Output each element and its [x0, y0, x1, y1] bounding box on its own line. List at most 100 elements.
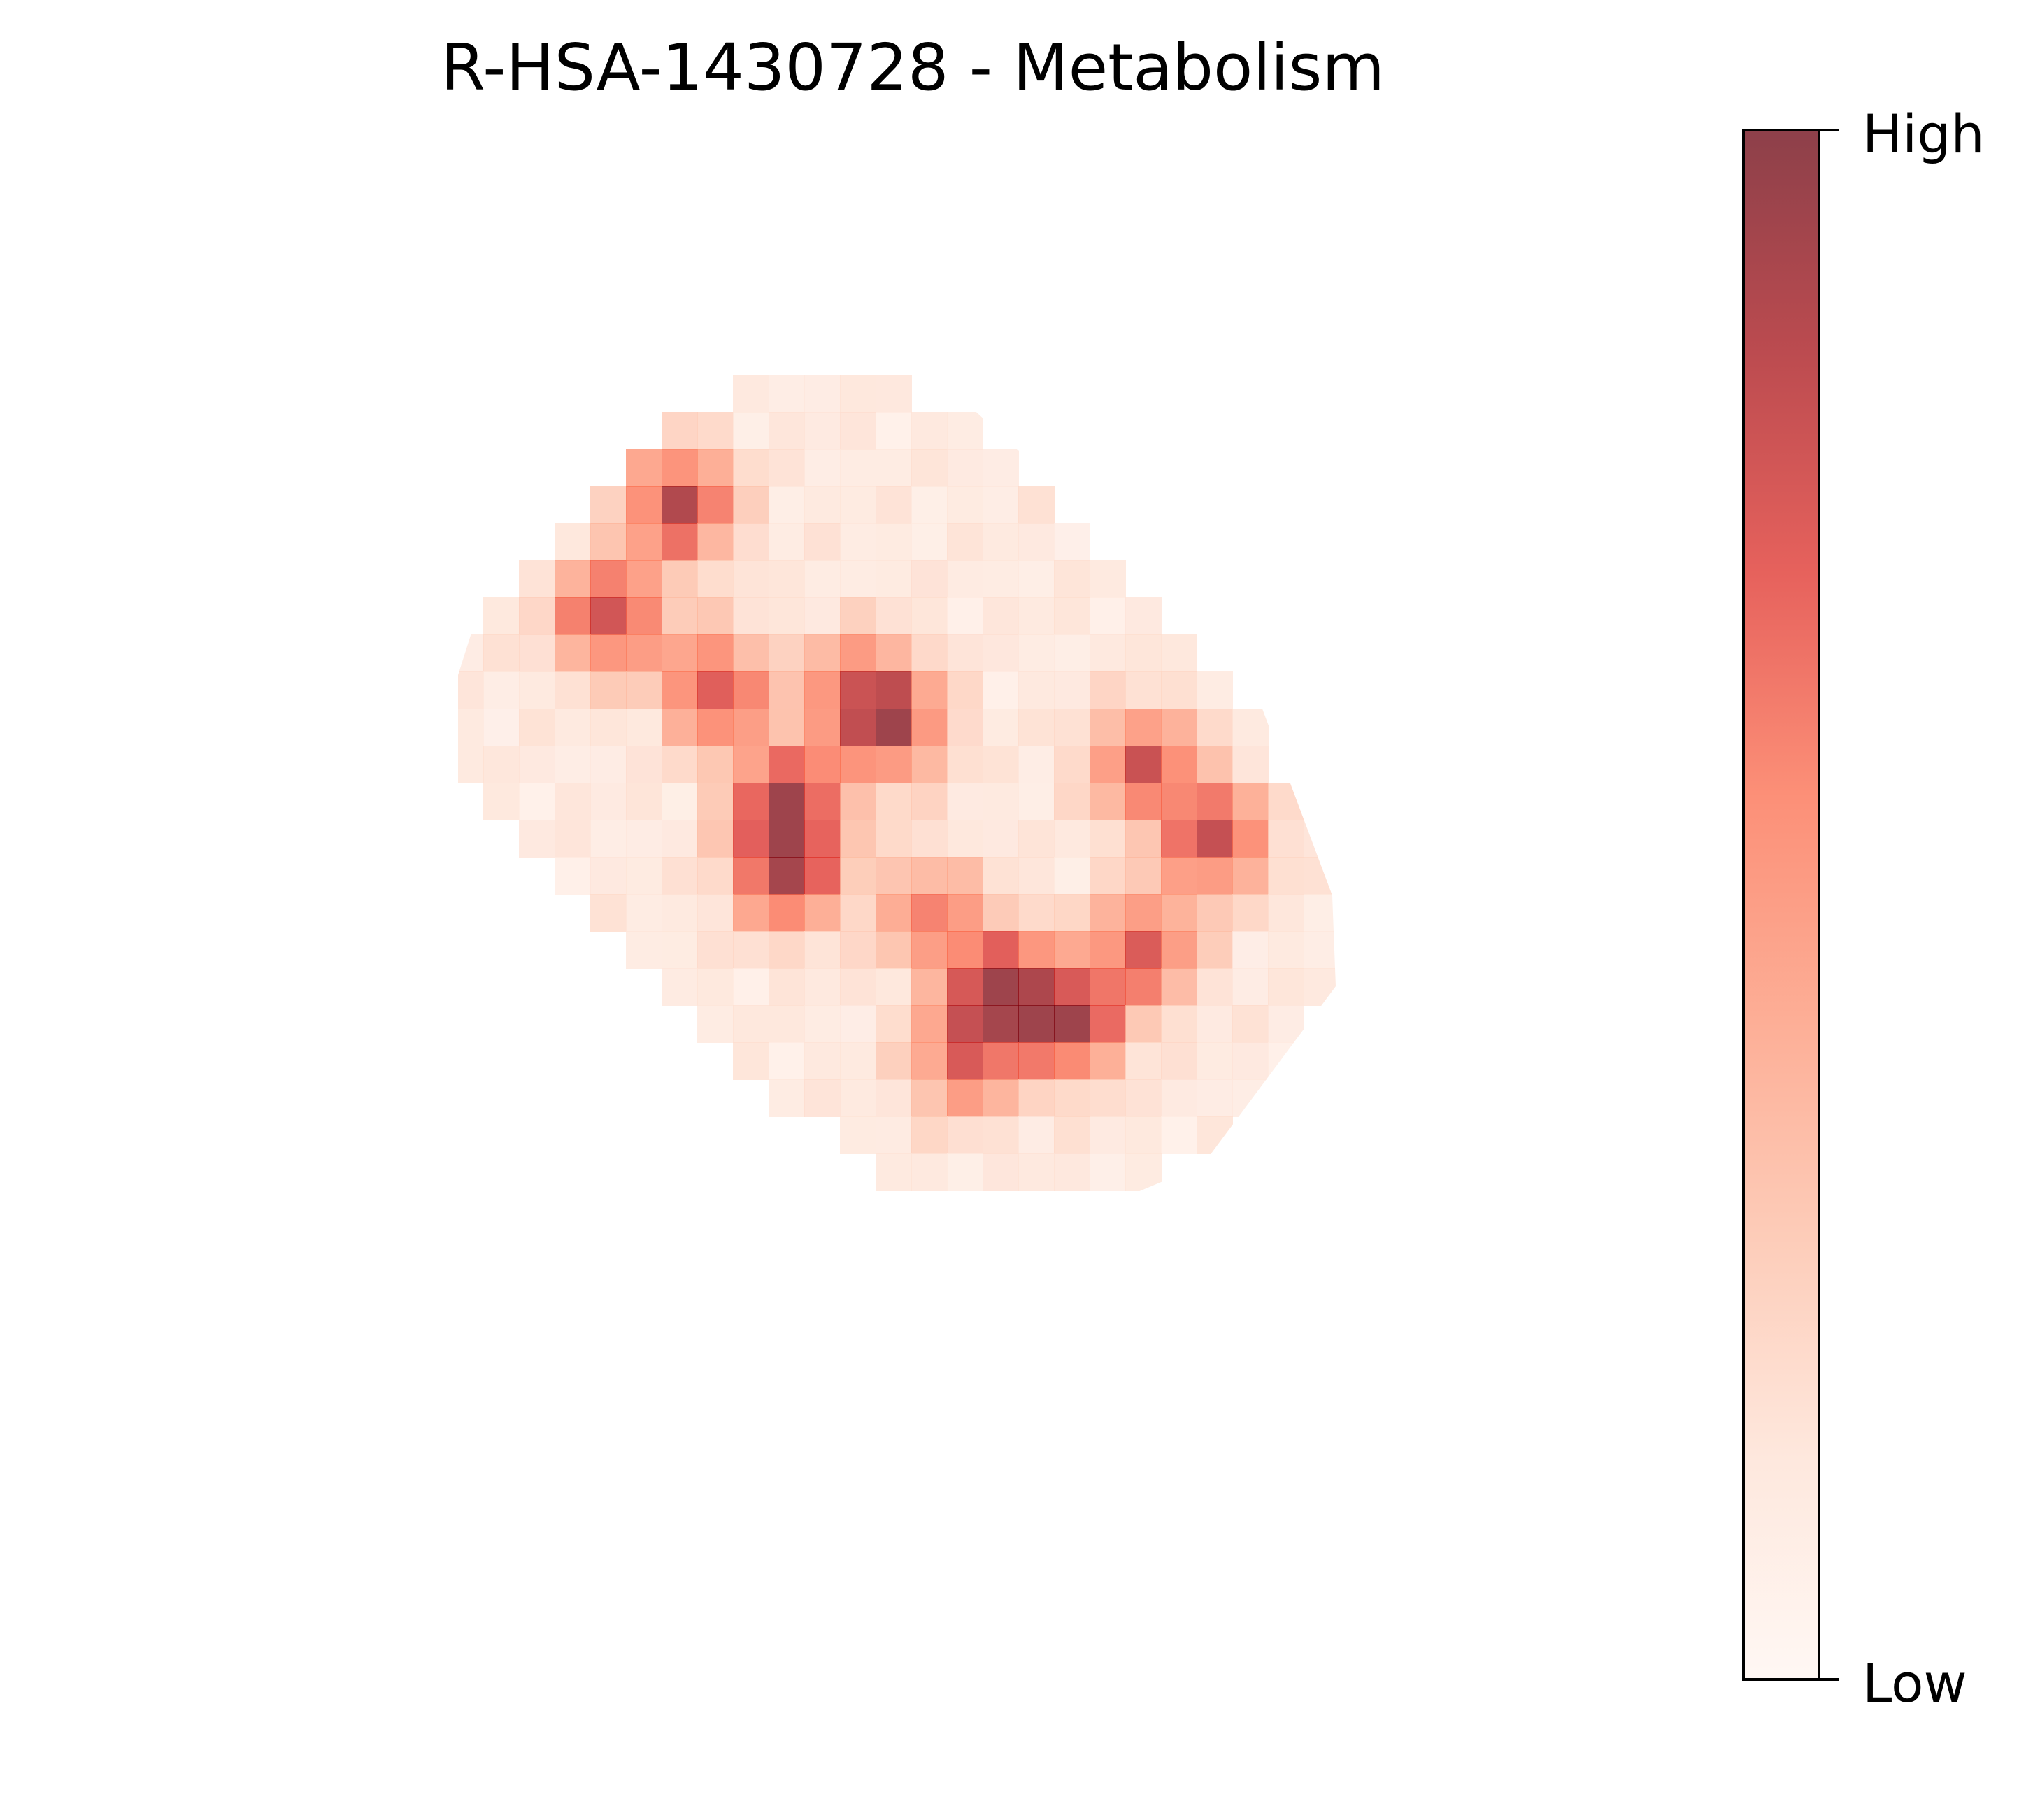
heatmap-cell: [1268, 1042, 1304, 1080]
heatmap-cell: [876, 375, 912, 413]
heatmap-cell: [876, 1042, 912, 1080]
heatmap-cell: [555, 783, 591, 820]
heatmap-cell: [804, 634, 841, 672]
heatmap-cell: [947, 523, 983, 561]
heatmap-cell: [876, 857, 912, 895]
heatmap-cell: [697, 671, 734, 709]
heatmap-cell: [804, 1005, 841, 1043]
heatmap-cell: [1054, 746, 1090, 783]
heatmap-cell: [983, 1116, 1019, 1154]
heatmap-cell: [769, 1042, 805, 1080]
heatmap-cell: [947, 1153, 983, 1191]
heatmap-cell: [804, 968, 841, 1006]
heatmap-cell: [733, 560, 769, 598]
heatmap-cell: [1161, 968, 1197, 1006]
heatmap-cell: [840, 1005, 876, 1043]
heatmap-cell: [1161, 1042, 1197, 1080]
heatmap-cell: [1054, 709, 1090, 746]
heatmap-cell: [483, 783, 520, 820]
heatmap-cell: [876, 1079, 912, 1117]
heatmap-cell: [1125, 746, 1162, 783]
heatmap-cell: [911, 560, 948, 598]
heatmap-cell: [483, 671, 520, 709]
heatmap-cell: [458, 709, 484, 746]
heatmap-cell: [911, 634, 948, 672]
heatmap-cell: [483, 709, 520, 746]
heatmap-cell: [1054, 783, 1090, 820]
heatmap-cell: [876, 709, 912, 746]
heatmap-cell: [1018, 1079, 1055, 1117]
heatmap-cell: [1268, 783, 1304, 820]
heatmap-cell: [626, 634, 662, 672]
heatmap-cell: [1232, 1079, 1269, 1117]
heatmap-cell: [1054, 1153, 1090, 1191]
heatmap-cell: [1018, 1005, 1055, 1043]
heatmap-cell: [840, 931, 876, 969]
heatmap-cell: [733, 968, 769, 1006]
heatmap-cell: [1304, 857, 1336, 895]
heatmap-cell: [519, 820, 555, 858]
heatmap-cell: [804, 894, 841, 932]
heatmap-cell: [1018, 486, 1055, 524]
heatmap-cell: [876, 560, 912, 598]
heatmap-cell: [1268, 1005, 1304, 1043]
heatmap-cell: [590, 894, 627, 932]
heatmap-cell: [769, 746, 805, 783]
heatmap-cell: [947, 1079, 983, 1117]
heatmap-cell: [1054, 1005, 1090, 1043]
heatmap-cell: [947, 746, 983, 783]
heatmap-cell: [1161, 1005, 1197, 1043]
heatmap-cell: [840, 560, 876, 598]
colorbar-high-label: High: [1862, 103, 1985, 165]
heatmap-cell: [911, 671, 948, 709]
heatmap-cell: [876, 449, 912, 487]
heatmap-cell: [1161, 820, 1197, 858]
heatmap-cell: [483, 634, 520, 672]
heatmap-cell: [697, 894, 734, 932]
heatmap-cell: [519, 560, 555, 598]
heatmap-cell: [769, 560, 805, 598]
heatmap-cell: [983, 783, 1019, 820]
heatmap-cell: [983, 746, 1019, 783]
heatmap-cell: [1018, 931, 1055, 969]
heatmap-cell: [983, 486, 1019, 524]
heatmap-cell: [1054, 523, 1090, 561]
heatmap-cell: [947, 1042, 983, 1080]
heatmap-cell: [733, 634, 769, 672]
heatmap-cell: [840, 783, 876, 820]
heatmap-cell: [876, 671, 912, 709]
heatmap-cell: [876, 634, 912, 672]
heatmap-cell: [519, 597, 555, 635]
heatmap-cell: [662, 820, 698, 858]
heatmap-cell: [804, 1079, 841, 1117]
heatmap-cell: [804, 783, 841, 820]
heatmap-cell: [804, 709, 841, 746]
heatmap-cell: [626, 820, 662, 858]
heatmap-cell: [458, 634, 484, 672]
heatmap-cell: [662, 783, 698, 820]
heatmap-cell: [1161, 1116, 1197, 1154]
heatmap-cell: [840, 1042, 876, 1080]
heatmap-cell: [1090, 968, 1126, 1006]
heatmap-cell: [804, 449, 841, 487]
heatmap-cell: [1268, 820, 1304, 858]
heatmap-cell: [983, 634, 1019, 672]
heatmap-cell: [1018, 709, 1055, 746]
heatmap-cell: [840, 968, 876, 1006]
heatmap-cell: [1125, 894, 1162, 932]
heatmap-cell: [1054, 1079, 1090, 1117]
heatmap-cell: [1161, 783, 1197, 820]
heatmap-cell: [1232, 1042, 1269, 1080]
heatmap-cell: [769, 1079, 805, 1117]
heatmap-cell: [840, 709, 876, 746]
heatmap-cell: [697, 449, 734, 487]
heatmap-cell: [1339, 857, 1376, 895]
heatmap-cell: [697, 820, 734, 858]
heatmap-cell: [911, 1042, 948, 1080]
heatmap-cell: [626, 560, 662, 598]
heatmap-cell: [1197, 709, 1233, 746]
heatmap-cell: [1232, 709, 1269, 746]
heatmap-cell: [840, 634, 876, 672]
heatmap-cell: [697, 634, 734, 672]
